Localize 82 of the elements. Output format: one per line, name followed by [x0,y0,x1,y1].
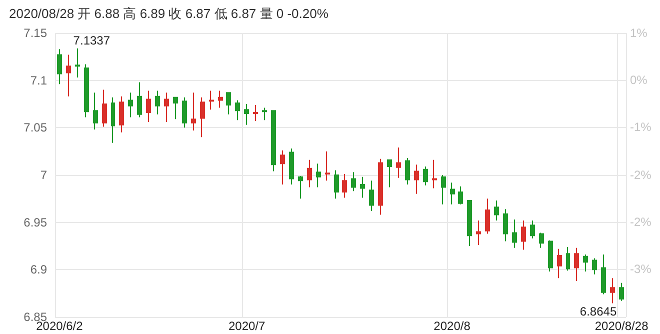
candlestick [583,254,588,272]
y-tick-label: 7.05 [24,120,48,135]
candlestick [218,90,223,108]
candlestick [75,48,80,78]
candlestick [405,157,410,185]
candlestick [539,232,544,248]
candlestick [209,90,214,110]
candlestick [450,182,455,205]
candlestick [441,174,446,205]
candlestick [289,148,294,185]
candlestick [360,176,365,198]
y-tick-label: 7.1 [30,73,48,88]
candlestick [342,174,347,198]
candlestick [164,92,169,122]
candlestick [334,170,339,200]
candlestick [530,220,535,239]
candlestick [476,220,481,246]
candlestick [432,159,437,189]
y2-tick-label: 0% [630,73,648,88]
candlestick [155,90,160,115]
candlestick [467,200,472,246]
x-tick-label: 2020/7 [228,319,266,333]
annotation: 7.1337 [73,33,110,48]
candlestick [298,175,303,200]
candlestick [414,164,419,194]
candlestick [557,248,562,279]
y-tick-label: 6.9 [30,262,48,277]
candlestick [307,159,312,188]
candlestick [146,90,151,122]
candlestick [57,48,62,85]
y-tick-label: 7 [40,168,48,182]
candlestick [226,92,231,115]
candlestick [253,104,258,122]
y2-tick-label: -2% [630,168,652,182]
candlestick [351,172,356,192]
x-tick-label: 2020/8 [434,319,471,333]
candlestick [619,282,624,302]
y2-tick-label: -1% [630,120,652,134]
candlestick [566,246,570,272]
candlestick [280,150,285,185]
candlestick [235,100,240,121]
candlestick [503,208,508,242]
candlestick [512,218,517,248]
candlestick [521,220,526,250]
candlestick [244,104,249,126]
candlestick [325,150,330,182]
candlestick [396,147,401,178]
candlestick [610,278,615,304]
y2-tick-label: -3% [630,262,652,276]
candlestick [182,96,187,128]
chart-title: 2020/08/28 开 6.88 高 6.89 收 6.87 低 6.87 量 0 -0.20% [9,6,329,21]
x-tick-label: 2020/8/28 [594,319,649,333]
candlestick [423,166,428,186]
candlestick [574,247,579,282]
candlestick [200,96,205,138]
candlestick [128,92,133,118]
candlestick [369,180,374,212]
candlestick [592,258,597,275]
candlestick [458,186,463,205]
candlestick [93,92,98,130]
candlestick [485,198,490,234]
annotation: 6.8645 [580,304,617,318]
candlestick [548,240,553,272]
candlestick [191,92,196,132]
y2-tick-label: 1% [630,26,648,40]
candlestick [173,96,178,120]
y2-tick-label: -2% [630,215,652,230]
candlestick [111,96,115,144]
candlestick [271,110,276,172]
candlestick [66,54,71,97]
candlestick [494,200,499,221]
candlestick [262,107,267,121]
candlestick [137,82,142,118]
candlestick [119,96,124,133]
candlestick [102,89,107,128]
candlestick [316,163,321,188]
y-tick-label: 7.15 [24,26,48,40]
candlestick [84,64,89,118]
y-tick-label: 6.95 [24,215,48,230]
candlestick [378,158,383,216]
candlestick [601,254,606,295]
candlestick [387,159,392,188]
